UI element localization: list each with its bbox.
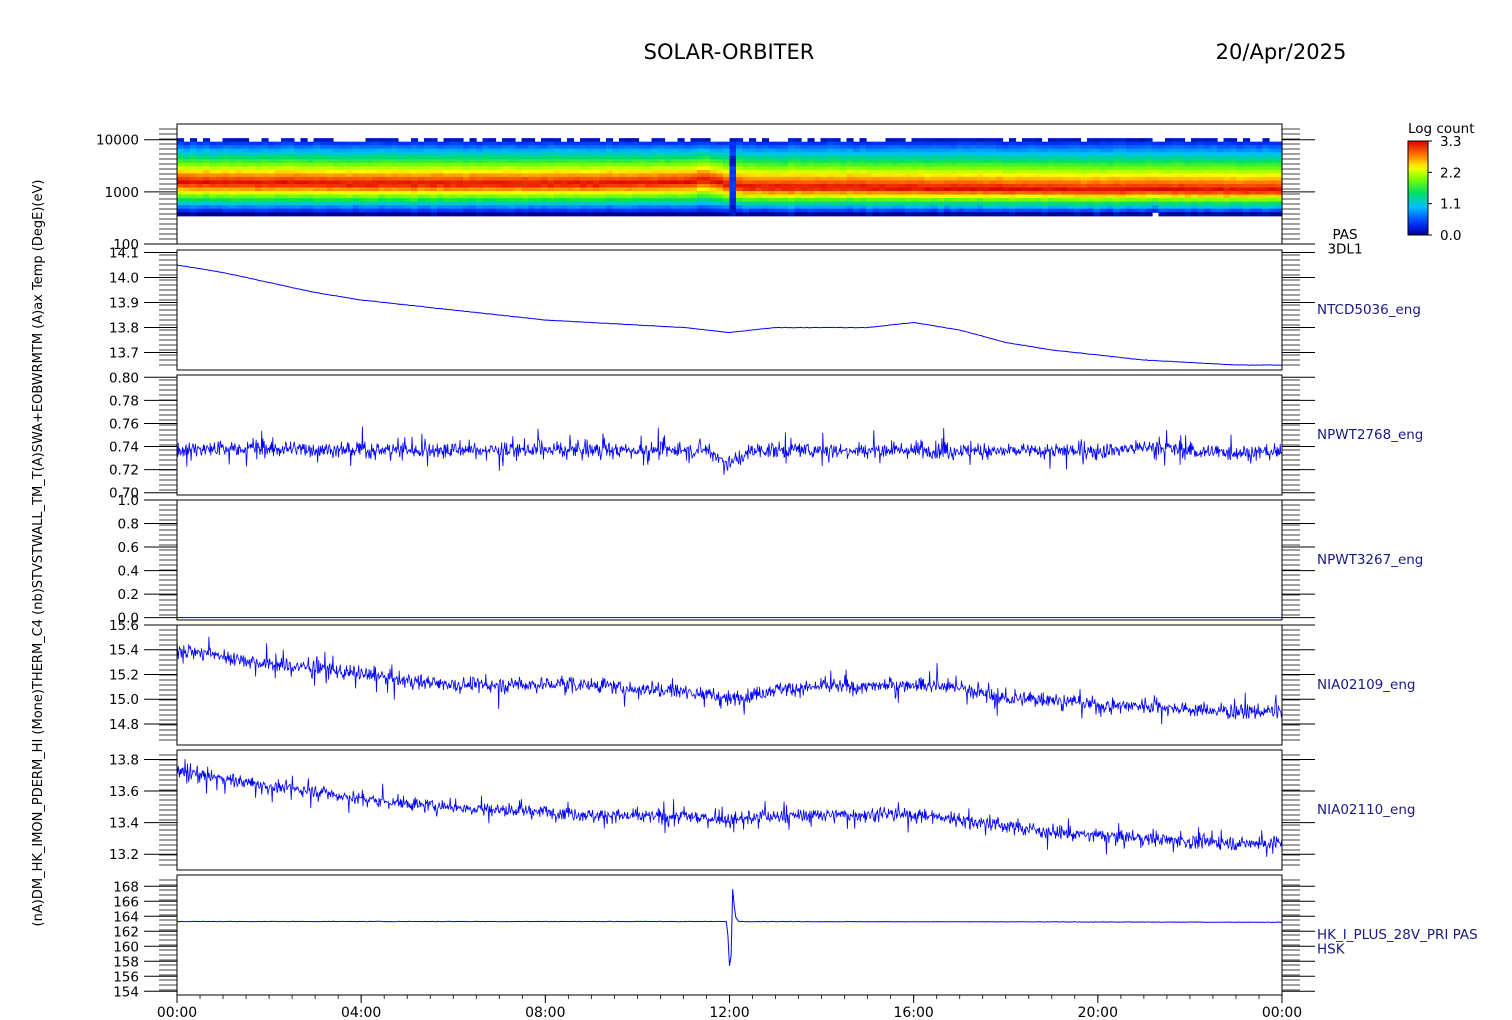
colorbar-tick-label: 1.1 xyxy=(1440,197,1461,213)
mission-title: SOLAR-ORBITER xyxy=(644,40,815,64)
x-tick-label: 00:00 xyxy=(1262,1005,1302,1020)
panel-5: 15.6 15.4 15.2 15.0 14.8 NIA02109_eng xyxy=(109,618,1415,746)
y-tick-label: 168 xyxy=(113,879,139,895)
y-tick-label: 166 xyxy=(113,894,139,910)
spectrogram xyxy=(177,138,1283,217)
y-tick-label: 154 xyxy=(113,984,139,1000)
y-tick-label: 15.6 xyxy=(109,618,139,634)
y-tick-label: 164 xyxy=(113,909,139,925)
y-tick-label: 10000 xyxy=(96,133,139,149)
x-tick-label: 04:00 xyxy=(341,1005,381,1020)
series-label: 3DL1 xyxy=(1327,242,1362,258)
y-tick-label: 13.9 xyxy=(109,296,139,312)
y-tick-label: 14.8 xyxy=(109,717,139,733)
colorbar-tick-label: 2.2 xyxy=(1440,165,1461,181)
left-axis-label: (nA)DM_HK_IMON_PDERM_HI (Mone)THERM_C4 (… xyxy=(31,180,46,927)
y-tick-label: 14.1 xyxy=(109,246,139,262)
y-tick-label: 13.7 xyxy=(109,346,139,362)
series-label: NPWT2768_eng xyxy=(1317,427,1423,443)
colorbar-title: Log count xyxy=(1408,121,1475,137)
y-tick-label: 100 xyxy=(113,237,139,253)
y-tick-label: 13.2 xyxy=(109,847,139,863)
x-tick-label: 20:00 xyxy=(1078,1005,1118,1020)
panel-frame xyxy=(176,249,1283,371)
time-axis: 00:00 04:00 08:00 12:00 16:00 20:00 00:00 xyxy=(157,995,1302,1020)
y-tick-label: 13.8 xyxy=(109,752,139,768)
series-line xyxy=(176,264,1283,366)
y-tick-label: 0.72 xyxy=(109,463,139,479)
y-tick-label: 0.2 xyxy=(118,587,139,603)
panel-frame xyxy=(176,749,1283,871)
y-tick-label: 0.74 xyxy=(109,440,139,456)
series-label: NPWT3267_eng xyxy=(1317,552,1423,568)
panel-2: 14.1 14.0 13.9 13.8 13.7 NTCD5036_eng xyxy=(109,246,1421,371)
y-tick-label: 0.8 xyxy=(118,517,139,533)
y-tick-label: 1000 xyxy=(105,185,139,201)
y-tick-label: 0.78 xyxy=(109,393,139,409)
panel-frame xyxy=(176,499,1283,621)
panel-6: 13.8 13.6 13.4 13.2 NIA02110_eng xyxy=(109,749,1415,871)
y-tick-label: 158 xyxy=(113,954,139,970)
series-label: PAS xyxy=(1332,227,1357,243)
x-tick-label: 08:00 xyxy=(525,1005,565,1020)
colorbar-tick-label: 3.3 xyxy=(1440,134,1461,150)
series-label: HSK xyxy=(1317,942,1346,958)
series-line xyxy=(176,889,1283,966)
y-tick-label: 160 xyxy=(113,939,139,955)
series-label: NTCD5036_eng xyxy=(1317,302,1421,318)
y-tick-label: 13.8 xyxy=(109,321,139,337)
y-tick-label: 1.0 xyxy=(118,493,139,509)
plot-date: 20/Apr/2025 xyxy=(1216,40,1347,64)
y-tick-label: 0.6 xyxy=(118,540,139,556)
panel-frame xyxy=(176,624,1283,746)
colorbar-tick-label: 0.0 xyxy=(1440,228,1461,244)
y-tick-label: 0.76 xyxy=(109,416,139,432)
y-tick-label: 15.0 xyxy=(109,692,139,708)
series-label: NIA02110_eng xyxy=(1317,802,1415,818)
series-label: HK_I_PLUS_28V_PRI PAS xyxy=(1317,927,1478,943)
y-tick-label: 0.4 xyxy=(118,564,139,580)
panel-4: 1.0 0.8 0.6 0.4 0.2 0.0 NPWT3267_eng xyxy=(118,493,1424,627)
y-tick-label: 156 xyxy=(113,969,139,985)
x-tick-label: 12:00 xyxy=(709,1005,749,1020)
y-tick-label: 0.70 xyxy=(109,486,139,502)
y-tick-label: 0.80 xyxy=(109,370,139,386)
colorbar-gradient xyxy=(1407,140,1429,236)
x-tick-label: 16:00 xyxy=(893,1005,933,1020)
series-line xyxy=(176,758,1283,857)
y-tick-label: 13.6 xyxy=(109,784,139,800)
colorbar: Log count 3.3 2.2 1.1 0.0 xyxy=(1407,121,1475,244)
panel-frame xyxy=(176,874,1283,996)
x-tick-label: 00:00 xyxy=(157,1005,197,1020)
y-tick-label: 13.4 xyxy=(109,816,139,832)
y-tick-label: 15.2 xyxy=(109,667,139,683)
y-tick-label: 162 xyxy=(113,924,139,940)
y-tick-label: 14.0 xyxy=(109,271,139,287)
series-line xyxy=(176,426,1282,475)
y-tick-label: 15.4 xyxy=(109,643,139,659)
series-line xyxy=(176,636,1283,725)
y-tick-label: 0.0 xyxy=(118,611,139,627)
series-label: NIA02109_eng xyxy=(1317,677,1415,693)
panel-3: 0.80 0.78 0.76 0.74 0.72 0.70 NPWT2768_eng xyxy=(109,370,1423,501)
panel-frame xyxy=(176,374,1283,496)
